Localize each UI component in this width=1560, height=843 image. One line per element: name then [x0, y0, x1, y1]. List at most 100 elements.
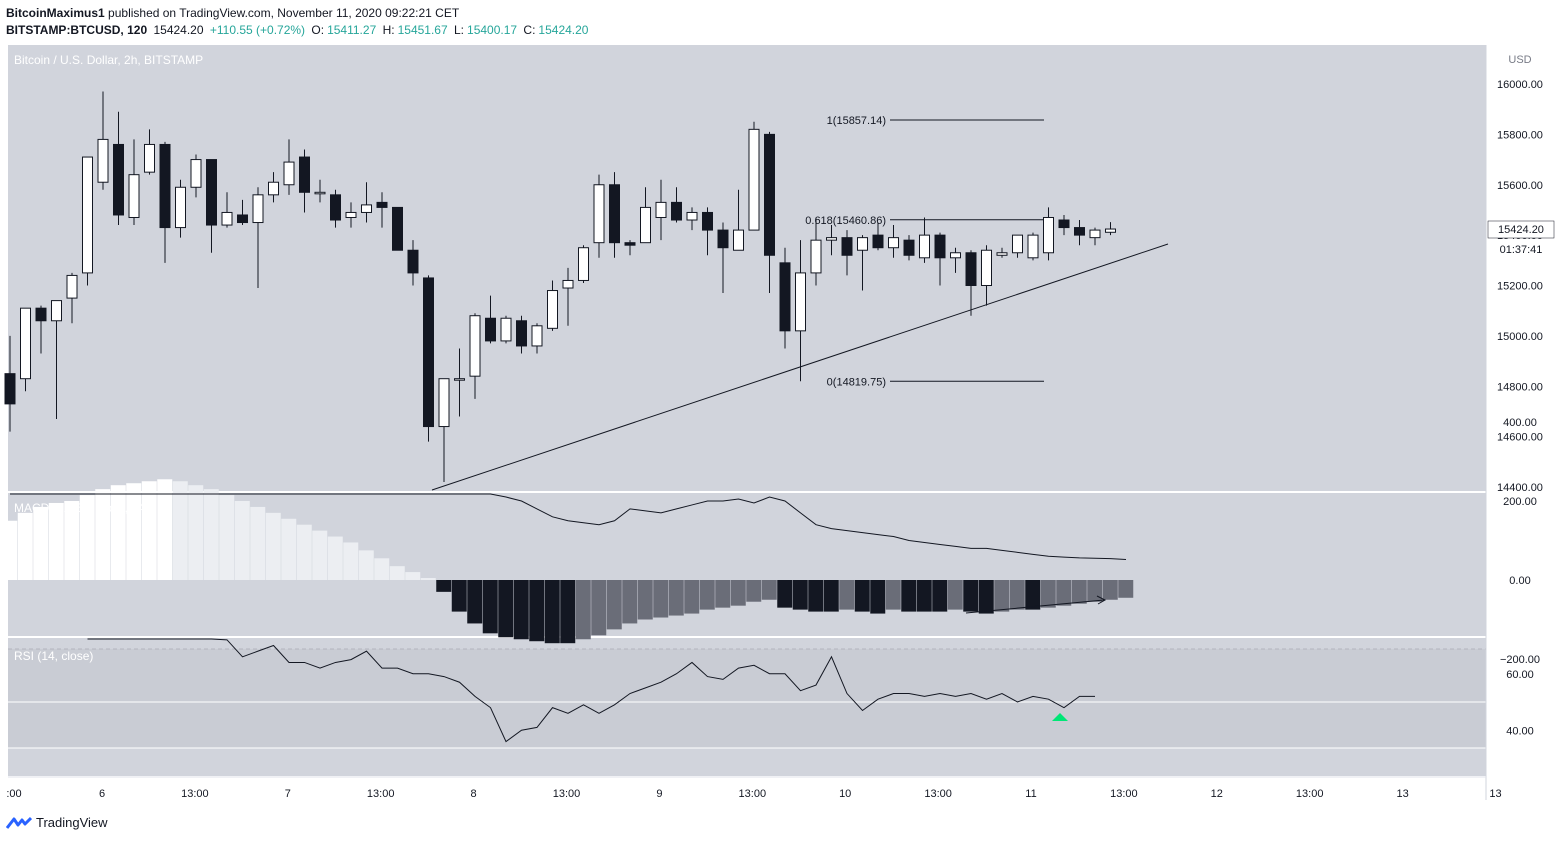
macd-histogram-bar [374, 558, 390, 580]
macd-histogram-bar [823, 580, 839, 612]
macd-histogram-bar [95, 489, 111, 580]
macd-histogram-bar [947, 580, 963, 610]
macd-histogram-bar [420, 578, 436, 580]
ascending-trendline[interactable] [431, 243, 1169, 491]
candle-body [593, 184, 605, 244]
last-price-badge-text: 15424.20 [1498, 224, 1544, 236]
macd-histogram-bar [560, 580, 576, 644]
macd-histogram-bar [715, 580, 731, 608]
candle-body [35, 307, 47, 322]
candle-body [733, 229, 744, 251]
macd-histogram-bar [141, 481, 157, 580]
macd-histogram-bar [870, 580, 886, 614]
green-up-triangle-icon [1052, 713, 1068, 721]
candle-body [66, 274, 78, 299]
time-tick-label: 7 [285, 788, 291, 800]
candle-body [810, 239, 822, 274]
candle-body [330, 194, 341, 221]
macd-histogram-bar [327, 536, 343, 580]
macd-histogram-bar [591, 580, 607, 636]
candle-body [547, 290, 558, 329]
published-text: published on TradingView.com, November 1… [108, 6, 460, 20]
time-tick-label: 13:00 [924, 788, 952, 800]
macd-histogram-bar [668, 580, 684, 616]
candle-body [314, 191, 326, 195]
macd-histogram-bar [653, 580, 669, 618]
open-label: O: [311, 23, 325, 37]
macd-histogram-bar [1009, 580, 1025, 610]
macd-histogram-bar [1102, 580, 1118, 600]
candle-body [578, 247, 589, 281]
candle-body [20, 307, 31, 380]
time-tick-label: 13:00 [367, 788, 395, 800]
candle-body [454, 378, 465, 381]
candle-body [1012, 234, 1023, 254]
candle-body [764, 133, 775, 256]
macd-histogram-bar [498, 580, 514, 638]
currency-label: USD [1508, 54, 1531, 66]
price-tick-label: 15800.00 [1497, 129, 1543, 141]
macd-histogram-bar [250, 506, 266, 580]
candle-body [500, 317, 512, 342]
author-name[interactable]: BitcoinMaximus1 [6, 6, 105, 20]
macd-histogram-bar [110, 485, 126, 580]
macd-histogram-bar [839, 580, 855, 610]
candle-body [190, 159, 202, 188]
price-tick-label: 16000.00 [1497, 79, 1543, 91]
countdown-badge [1488, 241, 1554, 258]
price-tick-label: 15000.00 [1497, 331, 1543, 343]
candle-body [996, 252, 1008, 256]
price-pane-bg[interactable] [8, 45, 1486, 491]
countdown-text: 01:37:41 [1500, 244, 1543, 256]
macd-histogram-bar [64, 501, 80, 580]
macd-histogram-bar [188, 485, 204, 580]
rsi-tick-label: 40.00 [1506, 725, 1534, 737]
candle-body [609, 184, 620, 244]
macd-rising-arrow[interactable] [965, 599, 1105, 614]
macd-histogram-bar [48, 502, 64, 580]
arrow-head [1096, 595, 1107, 605]
symbol-name[interactable]: BITSTAMP:BTCUSD, 120 [6, 23, 148, 37]
rsi-pane-title: RSI (14, close) [14, 649, 93, 663]
macd-histogram-bar [482, 580, 498, 634]
macd-histogram-bar [312, 530, 328, 580]
candle-body [392, 206, 403, 251]
macd-histogram-bar [978, 580, 994, 614]
macd-histogram-bar [808, 580, 824, 612]
macd-histogram-bar [296, 524, 312, 580]
macd-histogram-bar [265, 512, 281, 580]
macd-histogram-bar [33, 506, 49, 580]
candle-body [82, 156, 93, 274]
footer-brand-text: TradingView [36, 815, 108, 830]
candle-body [1027, 234, 1039, 259]
macd-histogram-bar [389, 566, 405, 580]
candle-body [826, 237, 837, 241]
time-tick-label: 9 [656, 788, 662, 800]
candle-body [345, 211, 357, 218]
candle-body [624, 242, 636, 246]
candle-body [919, 234, 930, 259]
macd-histogram-bar [343, 542, 359, 580]
candle-body [888, 237, 899, 249]
footer-brand[interactable]: TradingView [6, 815, 108, 830]
macd-histogram-bar [2, 520, 18, 580]
price-tick-label: 14600.00 [1497, 432, 1543, 444]
time-tick-label: :00 [6, 788, 21, 800]
candle-body [237, 214, 248, 224]
fib-level-label: 1(15857.14) [827, 115, 886, 127]
macd-histogram-bar [219, 495, 235, 580]
candle-body [407, 249, 419, 274]
candle-body [1074, 227, 1085, 236]
low-label: L: [454, 23, 465, 37]
candle-body [423, 277, 434, 428]
time-tick-label: 8 [471, 788, 477, 800]
time-tick-label: 13:00 [1296, 788, 1324, 800]
time-tick-label: 13 [1489, 788, 1501, 800]
rsi-band [8, 649, 1486, 748]
macd-histogram-bar [405, 572, 421, 580]
candle-body [51, 300, 62, 322]
macd-histogram-bar [932, 580, 948, 612]
candle-body [671, 201, 682, 221]
candle-body [934, 234, 946, 259]
